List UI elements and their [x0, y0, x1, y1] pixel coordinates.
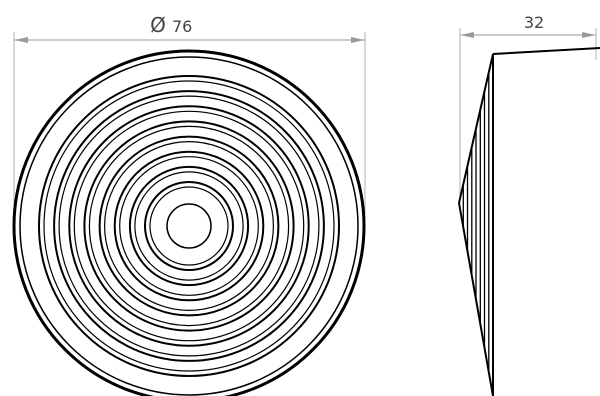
front-arrow-right — [351, 37, 365, 43]
groove-ring-3-inner — [73, 110, 305, 342]
outer-rim-inner-edge — [19, 56, 359, 396]
diameter-value: 76 — [172, 17, 192, 36]
side-arrow-right — [582, 32, 596, 38]
groove-ring-8-inner — [149, 186, 229, 266]
center-hole — [166, 203, 212, 249]
front-diameter-dimension: Ø 76 — [13, 13, 366, 220]
side-view — [458, 47, 600, 396]
groove-ring-5-inner — [103, 141, 275, 312]
front-arrow-left — [14, 37, 28, 43]
groove-ring-2-inner — [58, 95, 320, 357]
groove-ring-7-inner — [134, 171, 244, 281]
side-depth-dimension: 32 — [459, 13, 597, 200]
depth-value: 32 — [524, 13, 544, 32]
side-arrow-left — [460, 32, 474, 38]
groove-ring-3 — [68, 105, 310, 347]
groove-ring-5 — [98, 135, 280, 317]
diameter-symbol: Ø — [150, 13, 166, 37]
side-top-edge — [492, 47, 600, 55]
groove-ring-7 — [128, 165, 250, 287]
groove-ring-2 — [53, 90, 325, 362]
groove-ring-1-inner — [43, 80, 335, 372]
groove-ring-6-inner — [119, 156, 259, 296]
groove-ring-8 — [144, 181, 234, 271]
groove-ring-1 — [38, 75, 340, 377]
front-view — [12, 49, 366, 396]
groove-ring-4 — [83, 120, 295, 332]
groove-ring-4-inner — [88, 125, 290, 327]
groove-ring-6 — [113, 150, 265, 302]
outer-rim — [12, 49, 366, 396]
